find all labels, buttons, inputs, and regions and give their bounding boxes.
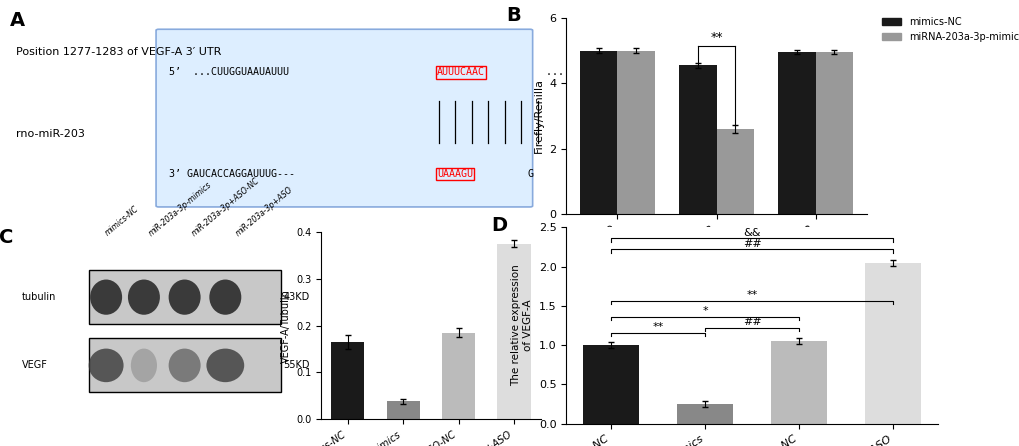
Bar bbox=[716, 129, 753, 214]
Text: mimics-NC: mimics-NC bbox=[103, 205, 141, 238]
Ellipse shape bbox=[130, 349, 157, 382]
Y-axis label: The relative expression
of VEGF-A: The relative expression of VEGF-A bbox=[511, 265, 533, 386]
Bar bbox=[497, 244, 530, 419]
Ellipse shape bbox=[206, 349, 244, 382]
Y-axis label: Firefly/Renilla: Firefly/Renilla bbox=[533, 78, 543, 153]
Text: A: A bbox=[10, 11, 25, 30]
Text: ... C.: ... C. bbox=[545, 67, 581, 78]
Text: ##: ## bbox=[742, 317, 761, 327]
Text: **: ** bbox=[746, 290, 757, 301]
Ellipse shape bbox=[168, 349, 201, 382]
FancyBboxPatch shape bbox=[156, 29, 532, 207]
Bar bbox=[770, 341, 826, 424]
Text: B: B bbox=[505, 6, 520, 25]
Text: AUUUCAAC: AUUUCAAC bbox=[437, 67, 485, 78]
Bar bbox=[89, 338, 280, 392]
Text: miR-203a-3p+ASO: miR-203a-3p+ASO bbox=[233, 185, 294, 238]
Text: miR-203a-3p-mimics: miR-203a-3p-mimics bbox=[147, 180, 213, 238]
Text: D: D bbox=[491, 216, 507, 235]
Bar bbox=[864, 263, 920, 424]
Y-axis label: VEGF-A/Tubulin: VEGF-A/Tubulin bbox=[280, 289, 290, 363]
Text: tubulin: tubulin bbox=[21, 292, 56, 302]
Bar bbox=[386, 401, 420, 419]
Bar bbox=[89, 270, 280, 324]
Text: 3’ GAUCACCAGGAUUUG---: 3’ GAUCACCAGGAUUUG--- bbox=[169, 169, 296, 179]
Bar bbox=[679, 65, 716, 214]
Ellipse shape bbox=[127, 280, 160, 315]
Text: 55KD: 55KD bbox=[283, 360, 310, 370]
Text: 5’  ...CUUGGUAAUAUUU: 5’ ...CUUGGUAAUAUUU bbox=[169, 67, 289, 78]
Bar bbox=[677, 404, 733, 424]
Text: rno-miR-203: rno-miR-203 bbox=[15, 129, 85, 139]
Text: &&: && bbox=[743, 227, 760, 238]
Bar bbox=[331, 342, 364, 419]
Text: *: * bbox=[702, 306, 707, 316]
Bar bbox=[583, 345, 639, 424]
Text: G: G bbox=[527, 169, 533, 179]
Text: UAAAGU: UAAAGU bbox=[437, 169, 473, 179]
Legend: mimics-NC, miRNA-203a-3p-mimics: mimics-NC, miRNA-203a-3p-mimics bbox=[877, 13, 1019, 45]
Text: miR-203a-3p+ASO-NC: miR-203a-3p+ASO-NC bbox=[191, 176, 262, 238]
Ellipse shape bbox=[89, 349, 123, 382]
Text: **: ** bbox=[652, 322, 663, 332]
Bar bbox=[777, 52, 815, 214]
Ellipse shape bbox=[168, 280, 201, 315]
Ellipse shape bbox=[209, 280, 242, 315]
Bar bbox=[815, 52, 853, 214]
Text: VEGF: VEGF bbox=[21, 360, 48, 370]
Text: Position 1277-1283 of VEGF-A 3′ UTR: Position 1277-1283 of VEGF-A 3′ UTR bbox=[15, 47, 221, 58]
Bar bbox=[579, 50, 616, 214]
Text: **: ** bbox=[709, 31, 722, 44]
Text: 43KD: 43KD bbox=[283, 292, 310, 302]
Ellipse shape bbox=[90, 280, 122, 315]
Bar bbox=[616, 50, 654, 214]
Text: ##: ## bbox=[742, 239, 761, 249]
Text: C: C bbox=[0, 228, 13, 247]
Bar bbox=[441, 333, 475, 419]
